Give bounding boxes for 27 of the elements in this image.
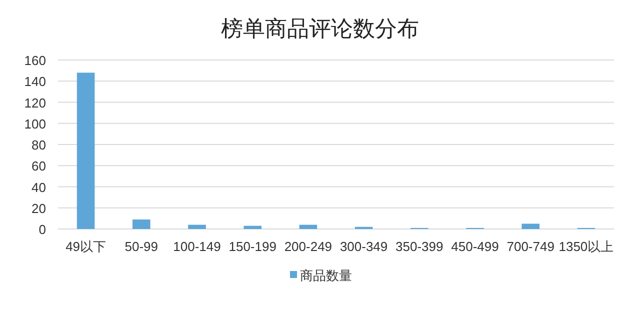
legend-label: 商品数量 bbox=[300, 268, 352, 283]
x-tick-label: 300-349 bbox=[340, 239, 388, 254]
x-tick-label: 200-249 bbox=[284, 239, 332, 254]
x-tick-label: 1350以上 bbox=[558, 239, 614, 254]
x-tick-label: 450-499 bbox=[451, 239, 499, 254]
bar bbox=[244, 226, 262, 229]
x-tick-label: 50-99 bbox=[124, 239, 158, 254]
y-tick-label: 120 bbox=[24, 95, 46, 110]
y-tick-label: 60 bbox=[32, 158, 46, 174]
x-tick-label: 150-199 bbox=[228, 239, 276, 254]
bar bbox=[132, 219, 150, 229]
bar bbox=[188, 224, 206, 229]
y-tick-label: 80 bbox=[32, 138, 46, 152]
y-tick-label: 140 bbox=[24, 74, 46, 90]
bar bbox=[299, 224, 318, 229]
x-tick-label: 350-399 bbox=[396, 239, 444, 254]
y-tick-label: 0 bbox=[38, 222, 46, 237]
x-tick-label: 49以下 bbox=[66, 239, 106, 254]
y-tick-label: 100 bbox=[24, 116, 46, 132]
y-tick-label: 40 bbox=[32, 180, 46, 195]
bar bbox=[522, 224, 540, 229]
x-tick-label: 700-749 bbox=[506, 239, 554, 254]
y-tick-label: 20 bbox=[32, 200, 46, 216]
bar bbox=[76, 72, 95, 229]
x-tick-label: 100-149 bbox=[173, 239, 221, 254]
chart-title: 榜单商品评论数分布 bbox=[221, 16, 419, 41]
y-tick-label: 160 bbox=[24, 53, 46, 68]
